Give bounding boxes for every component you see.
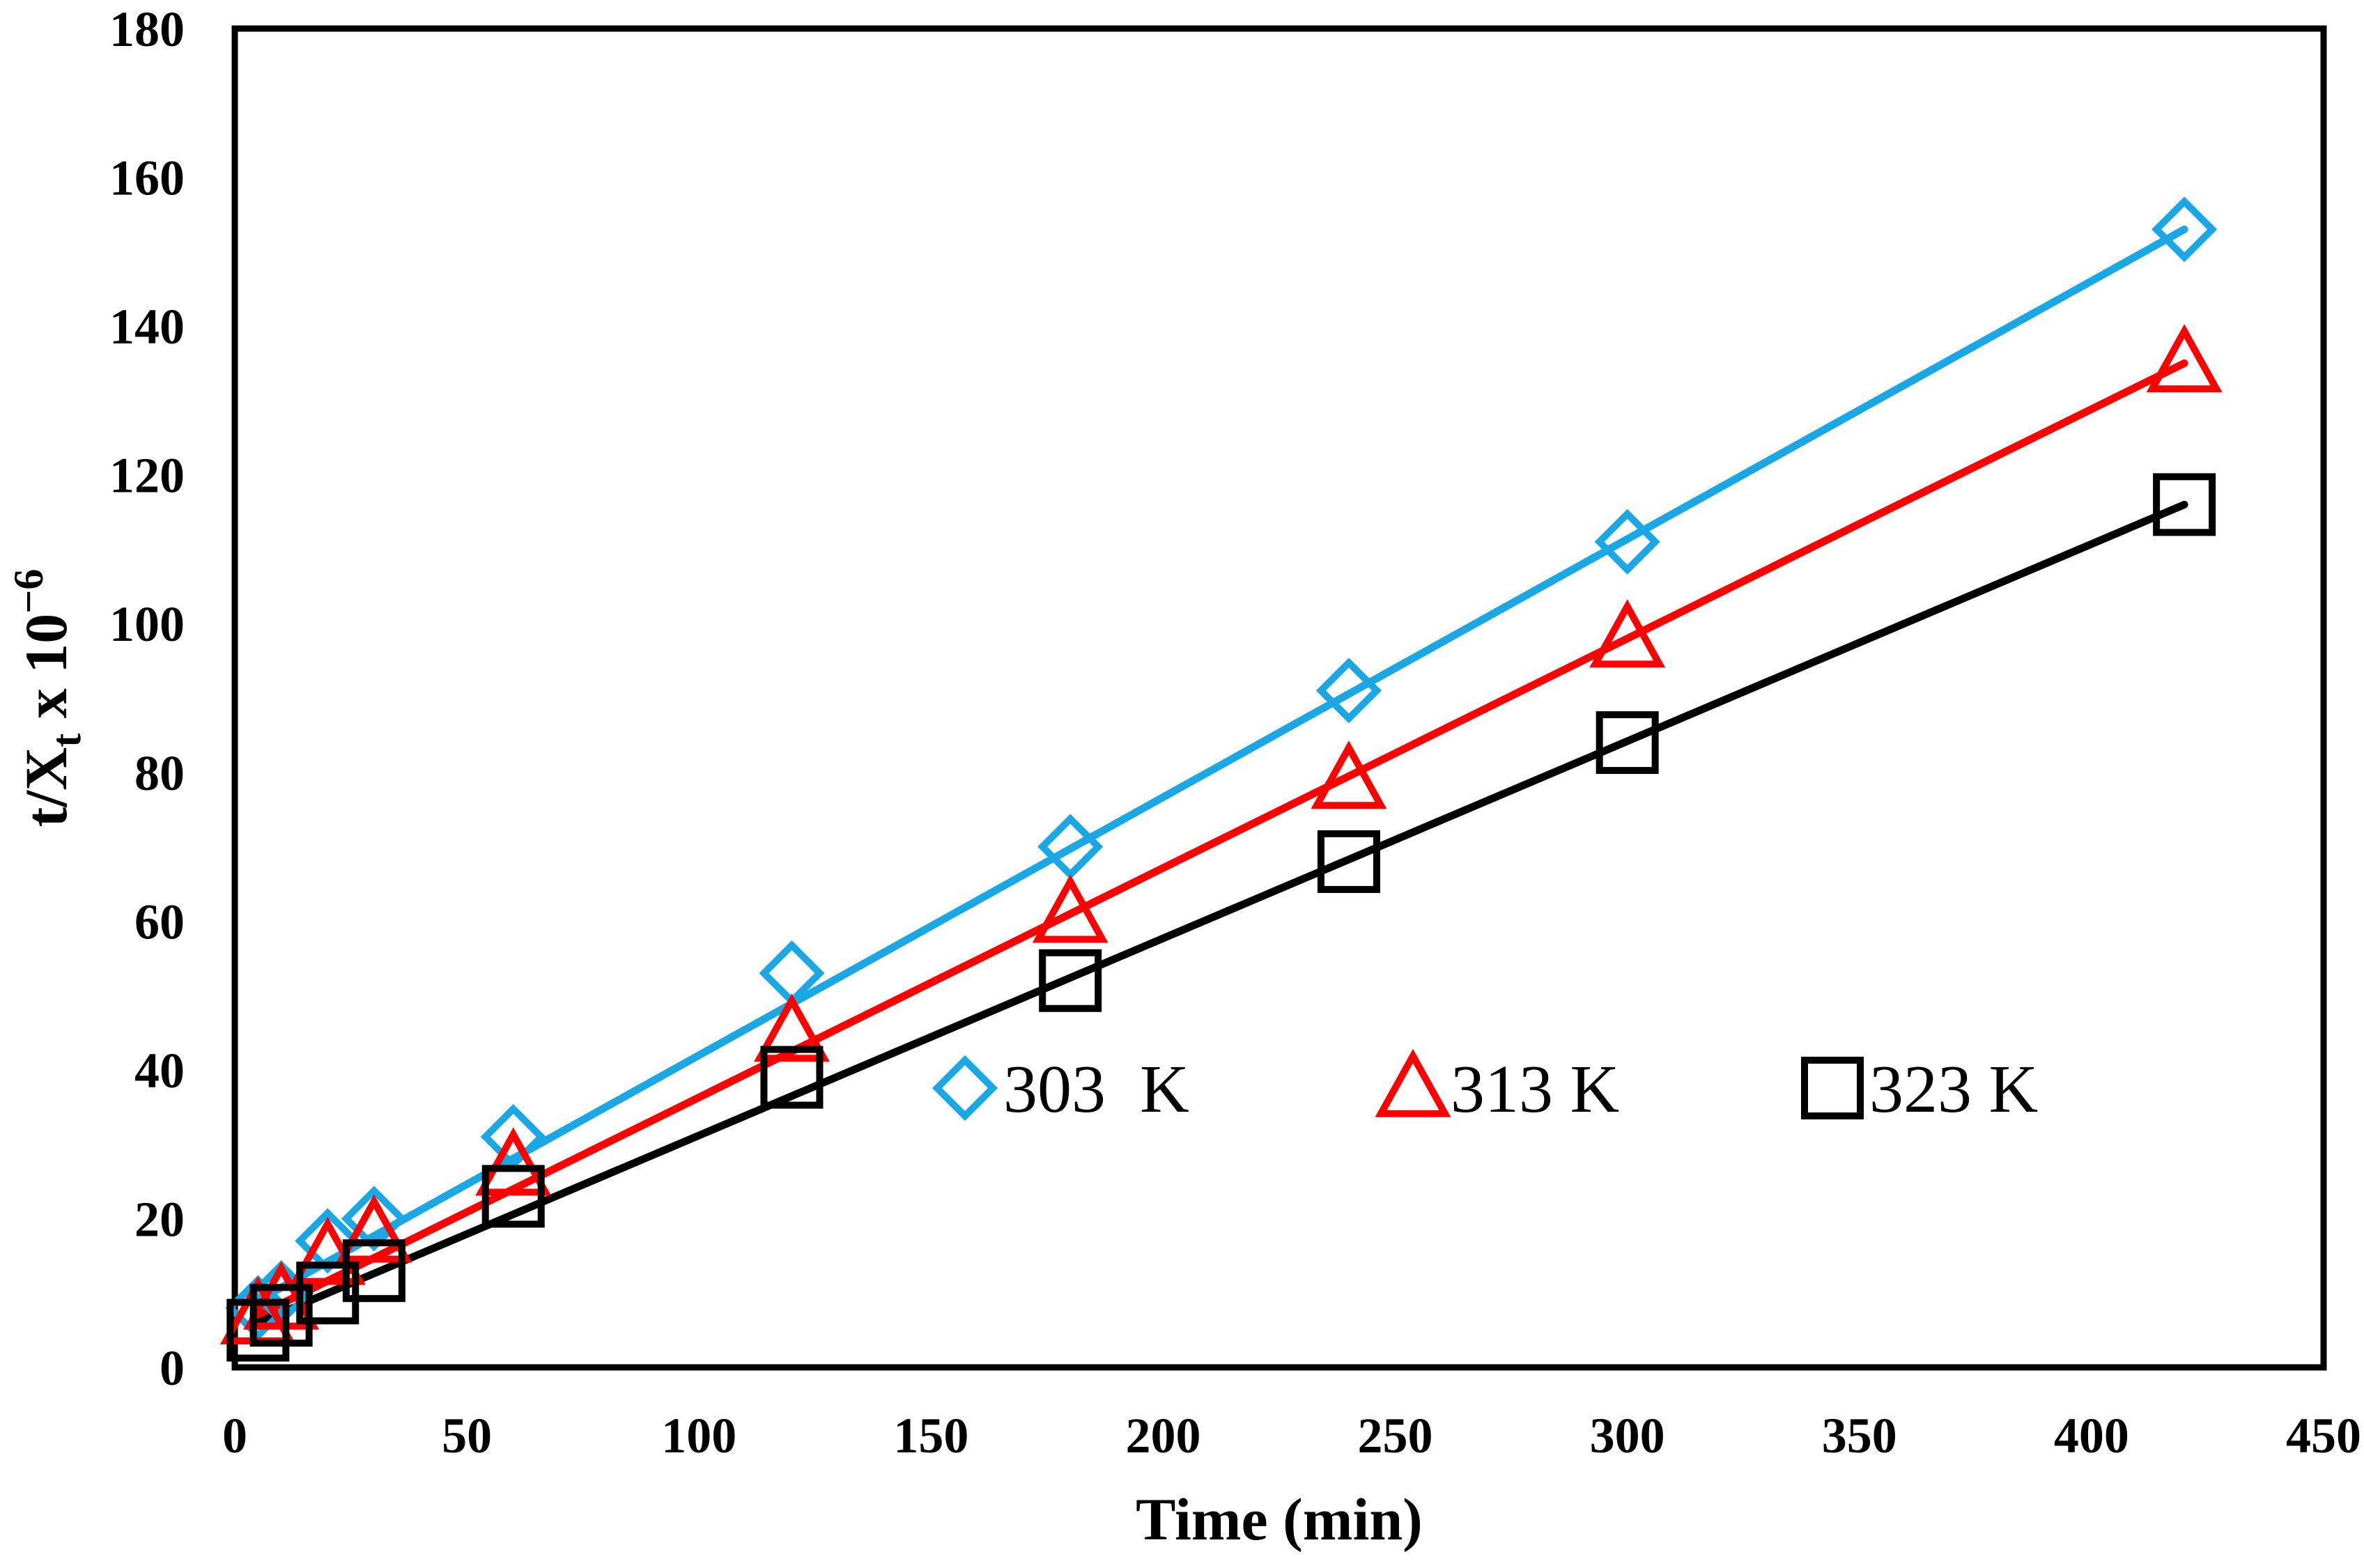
data-point-triangle	[475, 1127, 552, 1196]
data-point-diamond	[1315, 658, 1382, 724]
x-tick-label: 450	[2286, 1408, 2361, 1464]
y-tick-label: 160	[109, 150, 185, 206]
data-point-diamond	[480, 1103, 546, 1170]
data-point-triangle	[1589, 599, 1666, 668]
legend: 303 K 313 K 323 K	[932, 1048, 2038, 1127]
x-tick-label: 300	[1590, 1408, 1665, 1464]
y-axis-title-subscript: t	[43, 733, 89, 747]
y-tick-labels: 0 20 40 60 80 100 120 140 160 180	[109, 1, 185, 1396]
y-tick-label: 180	[109, 1, 185, 57]
data-point-triangle	[2146, 324, 2223, 393]
data-point-diamond	[932, 1055, 998, 1121]
data-point-square	[342, 1239, 405, 1303]
fit-line	[254, 225, 2188, 1305]
x-tick-label: 100	[661, 1408, 736, 1464]
y-axis-title-rest: x 10	[13, 614, 79, 733]
y-tick-label: 60	[134, 894, 185, 949]
data-point-triangle	[1311, 740, 1387, 809]
y-axis-title-superscript: −6	[6, 569, 52, 614]
fit-lines	[254, 225, 2188, 1327]
x-axis-title: Time (min)	[1136, 1486, 1423, 1553]
data-point-diamond	[225, 1275, 291, 1341]
x-tick-label: 250	[1358, 1408, 1433, 1464]
data-point-square	[2153, 473, 2216, 536]
data-point-square	[760, 1046, 824, 1109]
data-point-square	[226, 1298, 290, 1362]
data-point-diamond	[341, 1186, 407, 1252]
data-point-square	[1801, 1057, 1864, 1119]
x-tick-label: 200	[1125, 1408, 1200, 1464]
y-tick-label: 100	[109, 596, 185, 652]
legend-label: 323 K	[1869, 1052, 2038, 1127]
y-tick-label: 80	[134, 745, 185, 801]
data-point-square	[1317, 830, 1380, 893]
y-tick-label: 20	[134, 1191, 185, 1247]
plot-area-frame	[231, 25, 2327, 1371]
x-tick-labels: 0 50 100 150 200 250 300 350 400 450	[222, 1408, 2361, 1464]
y-axis-title: t/Xt x 10−6	[6, 569, 89, 828]
y-tick-label: 0	[160, 1340, 185, 1396]
data-point-triangle	[1032, 874, 1108, 943]
y-tick-label: 40	[134, 1043, 185, 1099]
data-point-square	[1596, 711, 1659, 775]
y-axis-title-base: t/X	[13, 747, 79, 828]
data-point-diamond	[295, 1208, 361, 1274]
fit-line	[254, 500, 2188, 1327]
fit-line	[254, 359, 2188, 1319]
y-tick-label: 140	[109, 299, 185, 355]
legend-label: 303 K	[1003, 1052, 1189, 1127]
data-point-square	[1039, 949, 1102, 1012]
data-markers	[219, 196, 2223, 1362]
data-point-triangle	[1375, 1048, 1451, 1117]
x-tick-label: 50	[442, 1408, 492, 1464]
x-tick-label: 400	[2054, 1408, 2129, 1464]
data-point-square	[296, 1262, 360, 1325]
data-point-square	[481, 1165, 545, 1228]
data-point-diamond	[1594, 509, 1660, 575]
x-tick-label: 350	[1822, 1408, 1897, 1464]
data-point-diamond	[2151, 196, 2218, 263]
data-point-triangle	[753, 993, 830, 1062]
legend-label: 313 K	[1451, 1052, 1619, 1127]
data-point-square	[249, 1284, 313, 1347]
x-tick-label: 0	[222, 1408, 247, 1464]
y-tick-label: 120	[109, 448, 185, 504]
data-point-triangle	[336, 1194, 412, 1263]
x-tick-label: 150	[893, 1408, 968, 1464]
